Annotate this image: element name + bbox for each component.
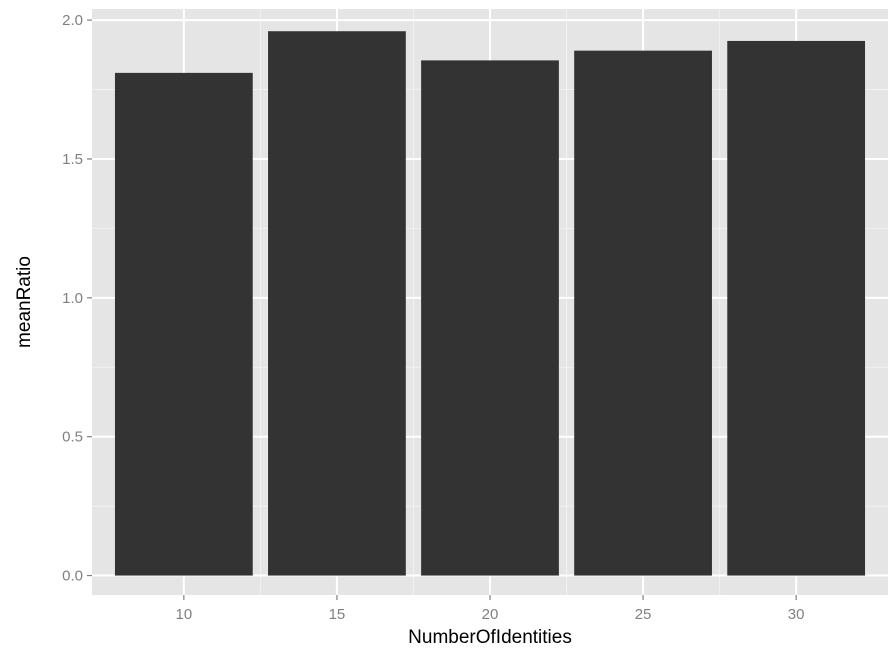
y-axis-title: meanRatio [14, 256, 35, 348]
x-axis-title: NumberOfIdentities [408, 627, 572, 648]
x-tick-label: 15 [329, 606, 346, 623]
x-axis: 10 15 20 25 30 [176, 595, 805, 623]
x-tick-label: 20 [482, 606, 499, 623]
bar [268, 31, 406, 576]
x-tick-label: 10 [176, 606, 193, 623]
y-tick-label: 2.0 [62, 12, 83, 29]
y-axis: 0.0 0.5 1.0 1.5 2.0 [62, 12, 92, 585]
x-tick-label: 25 [635, 606, 652, 623]
bar [574, 50, 712, 576]
x-tick-label: 30 [788, 606, 805, 623]
bars [114, 31, 866, 576]
y-tick-label: 0.0 [62, 568, 83, 585]
bar [727, 40, 866, 576]
y-tick-label: 1.5 [62, 151, 83, 168]
bar [114, 72, 253, 576]
y-tick-label: 1.0 [62, 290, 83, 307]
y-tick-label: 0.5 [62, 429, 83, 446]
bar [421, 60, 559, 576]
